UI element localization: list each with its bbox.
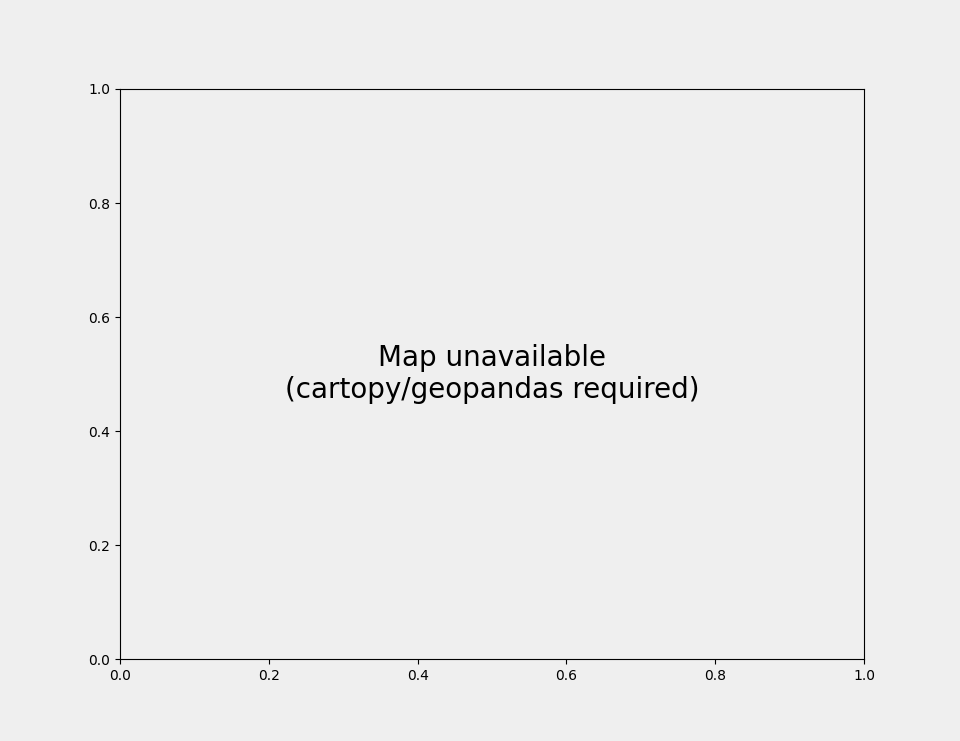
Text: Map unavailable
(cartopy/geopandas required): Map unavailable (cartopy/geopandas requi… bbox=[285, 344, 699, 405]
